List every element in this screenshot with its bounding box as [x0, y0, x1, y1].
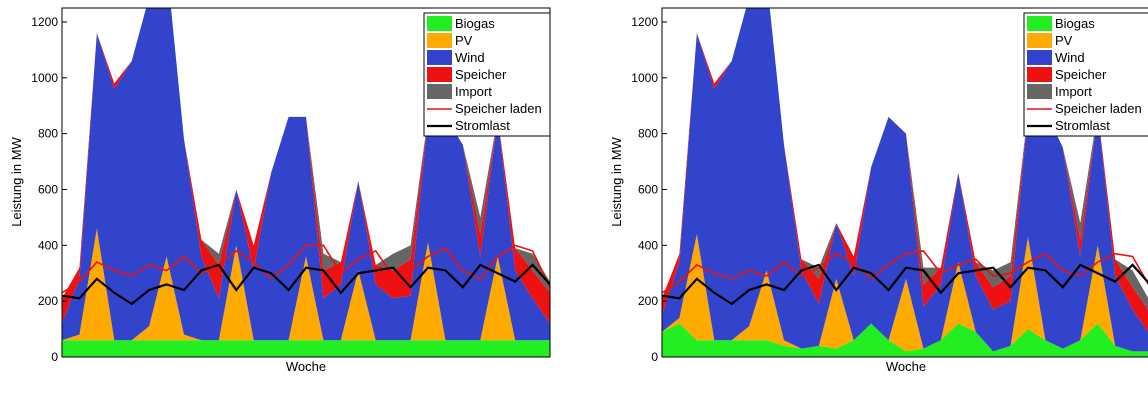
y-axis-right: 0 200 400 600 800 1000 1200: [631, 15, 667, 364]
y-tick-label: 200: [38, 294, 58, 308]
legend-right: Biogas PV Wind Speicher Import Speicher laden…: [1023, 12, 1148, 137]
legend-label: Speicher laden: [1055, 101, 1142, 116]
legend-label: PV: [1055, 33, 1073, 48]
legend-swatch-biogas: [1027, 16, 1052, 31]
y-tick-label: 1000: [31, 71, 58, 85]
x-axis-label-left: Woche: [286, 359, 326, 374]
lines-left: [62, 244, 550, 306]
y-axis-left: 0 200 400 600 800 1000 1200: [31, 15, 67, 364]
legend-label: Biogas: [455, 16, 495, 31]
plot-frame-left: [61, 7, 551, 358]
y-tick-label: 1200: [31, 15, 58, 29]
y-tick-label: 400: [38, 238, 58, 252]
line-stromlast: [662, 263, 1148, 306]
chart-left: 0 200 400 600 800 1000 1200 Woche Leistung in …: [9, 7, 551, 374]
y-tick-label: 1200: [631, 15, 658, 29]
y-tick-label: 0: [651, 350, 658, 364]
legend-label: Wind: [455, 50, 485, 65]
legend-label: PV: [455, 33, 473, 48]
y-tick-label: 600: [38, 182, 58, 196]
chart-right: 0 200 400 600 800 1000 1200 Woche Leistung in …: [609, 7, 1148, 374]
line-speicher-laden: [662, 250, 1148, 294]
legend-label: Wind: [1055, 50, 1085, 65]
x-axis-label-right: Woche: [886, 359, 926, 374]
y-tick-label: 0: [51, 350, 58, 364]
legend-swatch-import: [427, 84, 452, 99]
legend-swatch-pv: [1027, 33, 1052, 48]
legend-swatch-wind: [427, 50, 452, 65]
y-tick-label: 600: [638, 182, 658, 196]
area-wind: [662, 8, 1148, 352]
y-tick-label: 400: [638, 238, 658, 252]
y-tick-label: 1000: [631, 71, 658, 85]
legend-label: Speicher: [1055, 67, 1107, 82]
legend-swatch-biogas: [427, 16, 452, 31]
y-axis-label-left: Leistung in MW: [9, 136, 24, 226]
legend-swatch-import: [1027, 84, 1052, 99]
legend-label: Import: [455, 84, 492, 99]
legend-label: Speicher: [455, 67, 507, 82]
legend-label: Stromlast: [455, 118, 510, 133]
legend-label: Stromlast: [1055, 118, 1110, 133]
line-stromlast: [62, 263, 550, 306]
area-biogas: [662, 323, 1148, 357]
y-tick-label: 800: [38, 127, 58, 141]
legend-swatch-pv: [427, 33, 452, 48]
legend-label: Speicher laden: [455, 101, 542, 116]
legend-label: Biogas: [1055, 16, 1095, 31]
legend-swatch-speicher: [427, 67, 452, 82]
legend-left: Biogas PV Wind Speicher Import Speicher laden…: [423, 12, 551, 137]
legend-label: Import: [1055, 84, 1092, 99]
y-tick-label: 200: [638, 294, 658, 308]
legend-swatch-wind: [1027, 50, 1052, 65]
lines-right: [662, 250, 1148, 306]
line-speicher-laden: [62, 244, 550, 294]
area-biogas: [62, 340, 550, 357]
plot-frame-right: [661, 7, 1148, 358]
y-axis-label-right: Leistung in MW: [609, 136, 624, 226]
legend-swatch-speicher: [1027, 67, 1052, 82]
y-tick-label: 800: [638, 127, 658, 141]
